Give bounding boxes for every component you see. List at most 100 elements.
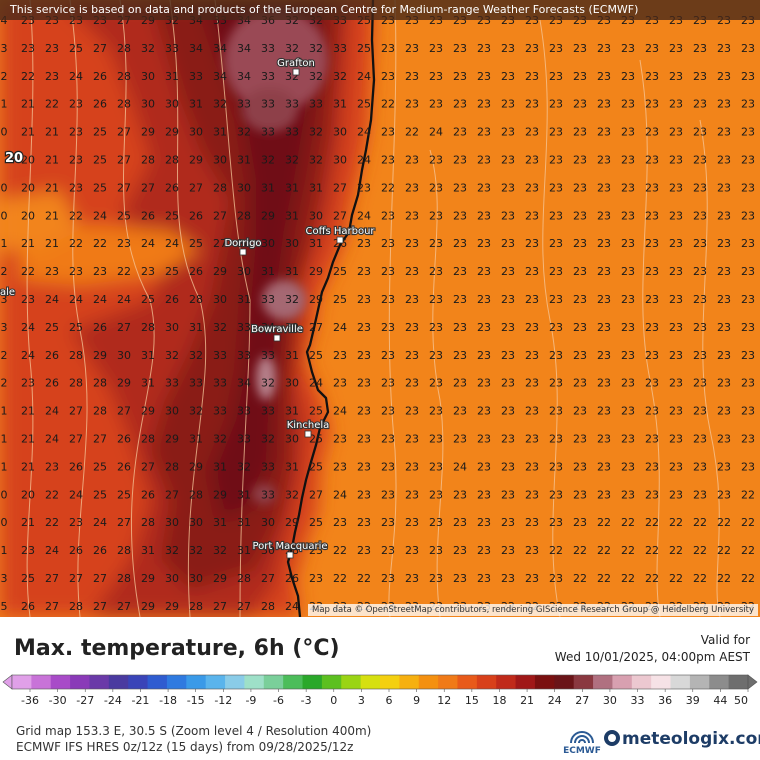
grid-value: 29 [213, 488, 227, 501]
grid-value: 23 [741, 181, 755, 194]
colorbar-label: 39 [686, 694, 700, 707]
grid-value: 30 [165, 98, 179, 111]
grid-value: 23 [453, 154, 467, 167]
grid-value: 24 [117, 293, 131, 306]
grid-value: 22 [45, 488, 59, 501]
grid-value: 23 [669, 460, 683, 473]
grid-value: 23 [597, 154, 611, 167]
grid-value: 32 [285, 42, 299, 55]
grid-value: 23 [573, 181, 587, 194]
grid-value: 27 [69, 572, 83, 585]
grid-value: 23 [669, 349, 683, 362]
grid-value: 31 [237, 544, 251, 557]
grid-value: 30 [213, 293, 227, 306]
grid-value: 23 [477, 209, 491, 222]
grid-value: 23 [357, 349, 371, 362]
grid-value: 23 [477, 293, 491, 306]
place-marker: Bowraville [250, 323, 304, 342]
grid-value: 31 [285, 181, 299, 194]
grid-value: 23 [477, 321, 491, 334]
temperature-map[interactable]: 4 23 23 23 23 27 29 32 34 33 34 36 32 32 33 25 23 23 23 23 2… [0, 0, 760, 617]
grid-value: 27 [189, 181, 203, 194]
grid-value: 23 [45, 42, 59, 55]
grid-value: 23 [741, 349, 755, 362]
grid-value: 23 [717, 265, 731, 278]
grid-value: 23 [549, 98, 563, 111]
grid-value: 23 [573, 126, 587, 139]
grid-value: 23 [669, 377, 683, 390]
grid-value: 32 [213, 321, 227, 334]
grid-value: 34 [237, 42, 251, 55]
grid-value: 23 [357, 181, 371, 194]
grid-value: 34 [189, 42, 203, 55]
grid-value: 1 [1, 237, 8, 250]
grid-value: 23 [69, 265, 83, 278]
meteologix-logo[interactable]: meteologix.com [604, 729, 760, 749]
grid-value: 33 [261, 70, 275, 83]
grid-value: 27 [117, 126, 131, 139]
grid-value: 30 [165, 572, 179, 585]
grid-value: 23 [381, 572, 395, 585]
grid-value: 24 [357, 126, 371, 139]
grid-value: 23 [357, 293, 371, 306]
grid-value: 28 [117, 572, 131, 585]
grid-value: 23 [429, 70, 443, 83]
grid-value: 31 [189, 321, 203, 334]
grid-value: 22 [357, 572, 371, 585]
grid-value: 32 [213, 433, 227, 446]
grid-value: 1 [1, 405, 8, 418]
colorbar-label: 44 [713, 694, 727, 707]
grid-value: 23 [357, 377, 371, 390]
place-marker: Port Macquarie [251, 540, 329, 559]
grid-value: 23 [357, 433, 371, 446]
grid-value: 23 [525, 544, 539, 557]
grid-value: 25 [165, 265, 179, 278]
grid-value: 24 [309, 377, 323, 390]
ecmwf-logo[interactable]: ECMWF [562, 726, 602, 756]
colorbar-swatch [302, 675, 323, 689]
grid-value: 23 [357, 488, 371, 501]
grid-value: 23 [525, 42, 539, 55]
grid-value: 23 [741, 126, 755, 139]
grid-value: 0 [1, 488, 8, 501]
grid-value: 30 [213, 154, 227, 167]
grid-value: 25 [93, 460, 107, 473]
colorbar-swatch [670, 675, 691, 689]
grid-value: 23 [693, 488, 707, 501]
grid-value: 26 [69, 460, 83, 473]
grid-value: 22 [333, 572, 347, 585]
colorbar-label: -9 [245, 694, 256, 707]
grid-value: 28 [69, 600, 83, 613]
grid-value: 23 [549, 433, 563, 446]
colorbar-swatch [380, 675, 400, 689]
grid-value: 33 [261, 488, 275, 501]
grid-value: 31 [237, 293, 251, 306]
grid-value: 23 [429, 293, 443, 306]
colorbar-swatch [515, 675, 536, 689]
colorbar-label: 27 [575, 694, 589, 707]
grid-value: 30 [237, 265, 251, 278]
grid-value: 34 [261, 321, 275, 334]
grid-value: 29 [189, 460, 203, 473]
grid-value: 32 [165, 544, 179, 557]
grid-value: 30 [165, 516, 179, 529]
grid-value: 25 [309, 405, 323, 418]
grid-value: 23 [693, 433, 707, 446]
grid-value: 29 [141, 600, 155, 613]
grid-value: 27 [93, 42, 107, 55]
map-attribution[interactable]: Map data © OpenStreetMap contributors, r… [308, 604, 758, 616]
grid-value: 23 [621, 237, 635, 250]
colorbar-label: 12 [437, 694, 451, 707]
grid-value: 26 [165, 181, 179, 194]
grid-value: 32 [309, 42, 323, 55]
grid-value: 23 [573, 349, 587, 362]
colorbar-label: 21 [520, 694, 534, 707]
grid-value: 25 [165, 209, 179, 222]
grid-value: 31 [309, 181, 323, 194]
grid-value: 23 [525, 488, 539, 501]
grid-value: 23 [69, 181, 83, 194]
grid-value: 22 [693, 516, 707, 529]
grid-value: 23 [501, 265, 515, 278]
grid-value: 25 [45, 321, 59, 334]
grid-value: 22 [741, 516, 755, 529]
